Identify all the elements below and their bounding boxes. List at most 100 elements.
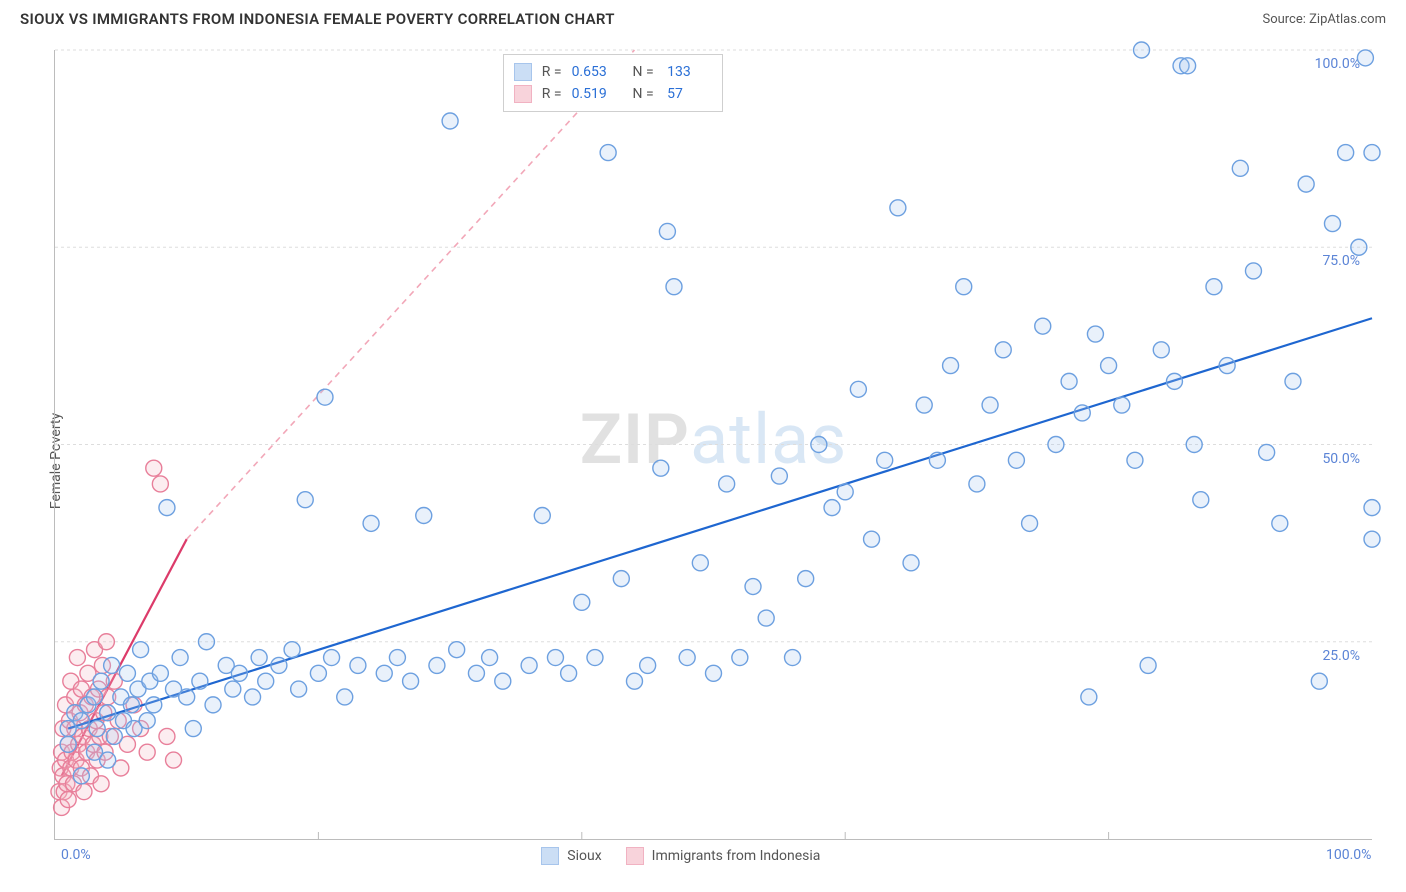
- legend-series: Sioux Immigrants from Indonesia: [541, 847, 820, 865]
- data-point: [956, 279, 972, 295]
- data-point: [1245, 263, 1261, 279]
- data-point: [251, 650, 267, 666]
- data-point: [172, 650, 188, 666]
- data-point: [310, 665, 326, 681]
- source-prefix: Source:: [1262, 12, 1309, 27]
- data-point: [317, 389, 333, 405]
- data-point: [1087, 326, 1103, 342]
- data-point: [133, 642, 149, 658]
- legend-r-value: 0.653: [572, 61, 616, 83]
- data-point: [205, 697, 221, 713]
- data-point: [969, 476, 985, 492]
- y-tick-label: 100.0%: [1315, 56, 1360, 72]
- data-point: [403, 673, 419, 689]
- data-point: [93, 776, 109, 792]
- data-point: [758, 610, 774, 626]
- data-point: [561, 665, 577, 681]
- data-point: [416, 508, 432, 524]
- legend-swatch: [514, 85, 532, 103]
- y-tick-label: 75.0%: [1322, 253, 1360, 269]
- y-tick-label: 50.0%: [1322, 451, 1360, 467]
- data-point: [69, 650, 85, 666]
- data-point: [1035, 318, 1051, 334]
- legend-r-value: 0.519: [572, 83, 616, 105]
- data-point: [297, 492, 313, 508]
- data-point: [1153, 342, 1169, 358]
- data-point: [106, 728, 122, 744]
- data-point: [1127, 452, 1143, 468]
- data-point: [468, 665, 484, 681]
- data-point: [798, 571, 814, 587]
- data-point: [679, 650, 695, 666]
- legend-stats: R = 0.653 N = 133R = 0.519 N = 57: [503, 54, 723, 112]
- data-point: [1324, 216, 1340, 232]
- data-point: [692, 555, 708, 571]
- data-point: [152, 665, 168, 681]
- legend-series-item: Sioux: [541, 847, 601, 865]
- data-point: [152, 476, 168, 492]
- data-point: [1364, 145, 1380, 161]
- data-point: [389, 650, 405, 666]
- source-link[interactable]: ZipAtlas.com: [1309, 12, 1386, 27]
- data-point: [1193, 492, 1209, 508]
- data-point: [1311, 673, 1327, 689]
- chart-title: SIOUX VS IMMIGRANTS FROM INDONESIA FEMAL…: [20, 10, 615, 28]
- x-tick-label: 0.0%: [61, 847, 91, 863]
- data-point: [60, 792, 76, 808]
- chart-svg: [55, 50, 1372, 839]
- data-point: [231, 665, 247, 681]
- data-point: [1186, 437, 1202, 453]
- data-point: [324, 650, 340, 666]
- data-point: [666, 279, 682, 295]
- data-point: [1219, 358, 1235, 374]
- legend-n-value: 57: [664, 83, 708, 105]
- legend-r-label: R =: [542, 61, 562, 83]
- plot-area: ZIPatlas R = 0.653 N = 133R = 0.519 N = …: [54, 50, 1372, 840]
- data-point: [179, 689, 195, 705]
- data-point: [1166, 373, 1182, 389]
- data-point: [719, 476, 735, 492]
- data-point: [1134, 42, 1150, 58]
- data-point: [363, 515, 379, 531]
- data-point: [245, 689, 261, 705]
- data-point: [929, 452, 945, 468]
- data-point: [258, 673, 274, 689]
- data-point: [76, 784, 92, 800]
- data-point: [93, 673, 109, 689]
- data-point: [824, 500, 840, 516]
- data-point: [166, 752, 182, 768]
- data-point: [1298, 176, 1314, 192]
- data-point: [943, 358, 959, 374]
- data-point: [100, 752, 116, 768]
- data-point: [1364, 500, 1380, 516]
- legend-stats-row: R = 0.653 N = 133: [514, 61, 708, 83]
- data-point: [159, 728, 175, 744]
- data-point: [89, 721, 105, 737]
- data-point: [785, 650, 801, 666]
- data-point: [521, 657, 537, 673]
- data-point: [916, 397, 932, 413]
- data-point: [1008, 452, 1024, 468]
- data-point: [442, 113, 458, 129]
- legend-series-item: Immigrants from Indonesia: [626, 847, 821, 865]
- data-point: [1081, 689, 1097, 705]
- data-point: [1272, 515, 1288, 531]
- data-point: [73, 713, 89, 729]
- source-line: Source: ZipAtlas.com: [1262, 12, 1386, 27]
- data-point: [732, 650, 748, 666]
- data-point: [534, 508, 550, 524]
- data-point: [1338, 145, 1354, 161]
- data-point: [429, 657, 445, 673]
- data-point: [547, 650, 563, 666]
- data-point: [271, 657, 287, 673]
- data-point: [1285, 373, 1301, 389]
- data-point: [73, 768, 89, 784]
- data-point: [1061, 373, 1077, 389]
- data-point: [837, 484, 853, 500]
- data-point: [1101, 358, 1117, 374]
- data-point: [376, 665, 392, 681]
- data-point: [890, 200, 906, 216]
- data-point: [877, 452, 893, 468]
- x-tick-label: 100.0%: [1326, 847, 1371, 863]
- data-point: [198, 634, 214, 650]
